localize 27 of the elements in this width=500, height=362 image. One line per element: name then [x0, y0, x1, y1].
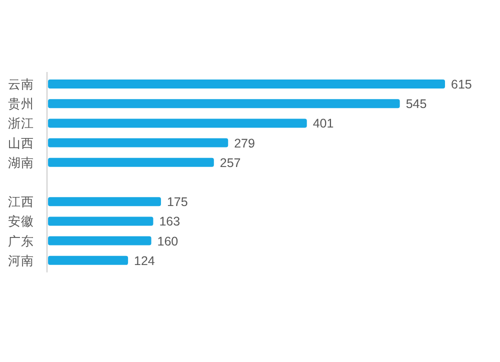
- bar: [48, 138, 228, 148]
- data-label: 401: [312, 116, 334, 131]
- data-label: 279: [234, 136, 256, 150]
- y-tick-label: 浙江: [8, 116, 34, 131]
- data-label: 175: [166, 195, 188, 210]
- data-label: 545: [406, 97, 427, 112]
- bar: [48, 197, 161, 206]
- bar: [48, 80, 445, 88]
- bar: [48, 256, 128, 265]
- bar: [48, 118, 307, 128]
- data-label: 160: [157, 234, 178, 248]
- y-tick-label: 江西: [8, 194, 34, 210]
- y-tick-label: 云南: [8, 76, 34, 92]
- bar: [48, 216, 154, 226]
- data-label: 124: [134, 254, 155, 268]
- bar: [48, 236, 152, 246]
- data-label: 163: [159, 214, 180, 229]
- y-tick-label: 湖南: [8, 154, 34, 170]
- bar: [48, 99, 400, 108]
- data-label: 257: [220, 156, 241, 170]
- bar: [48, 158, 214, 167]
- y-tick-label: 安徽: [8, 214, 34, 229]
- data-label: 615: [451, 78, 472, 92]
- y-tick-label: 河南: [8, 252, 34, 268]
- y-tick-label: 广东: [8, 233, 34, 248]
- y-tick-label: 贵州: [8, 96, 34, 112]
- y-tick-label: 山西: [8, 135, 34, 150]
